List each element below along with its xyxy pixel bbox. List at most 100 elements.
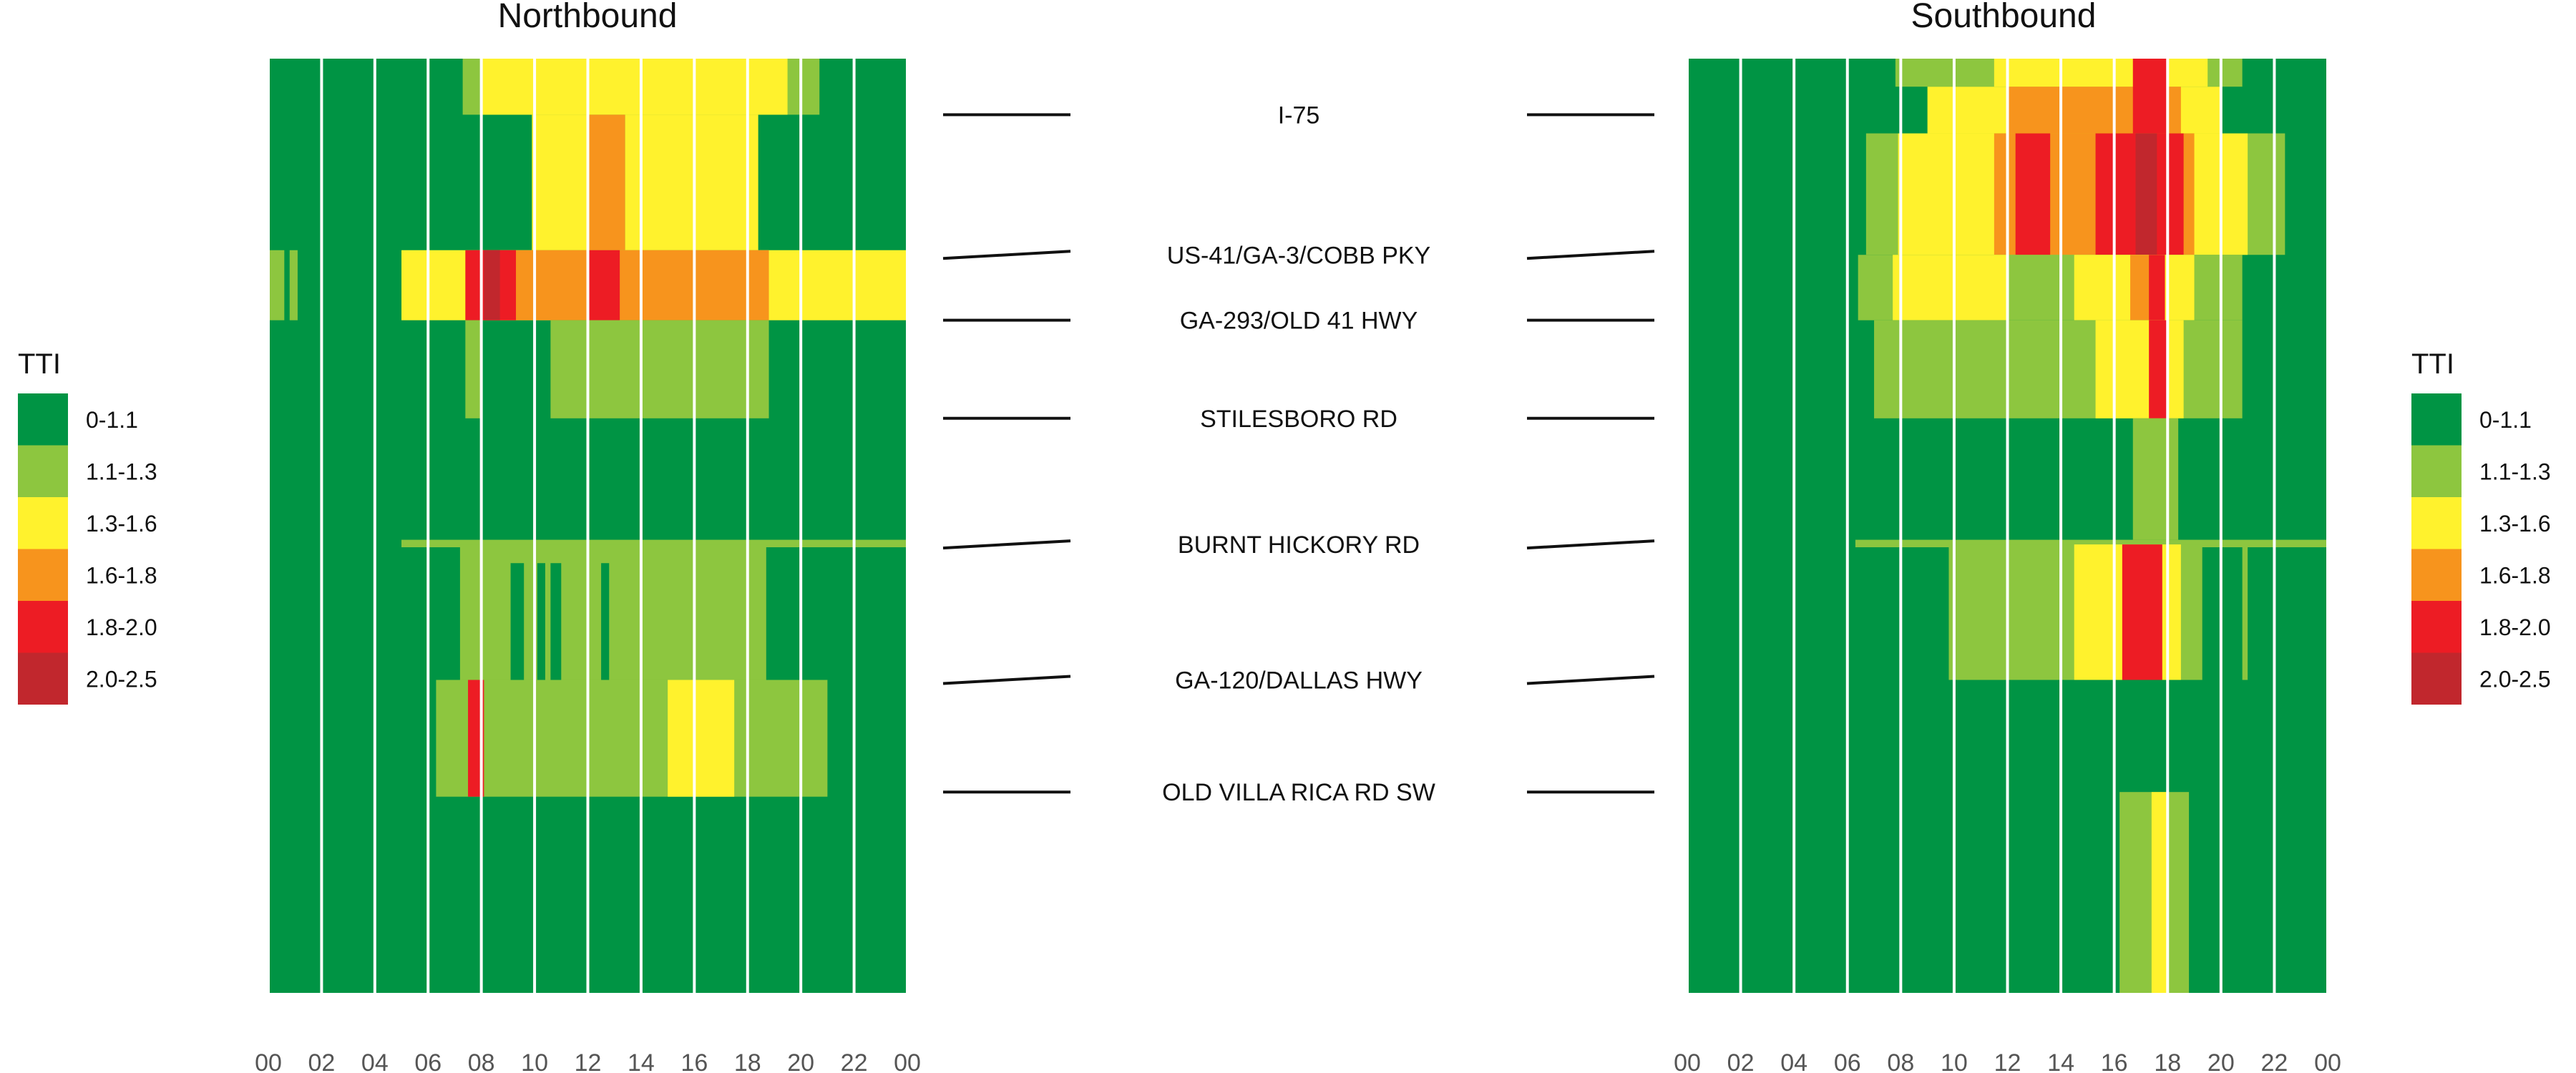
x-tick-label: 00 bbox=[255, 1049, 282, 1073]
heatmap-cell bbox=[1994, 59, 2208, 87]
legend-swatch bbox=[18, 497, 68, 549]
x-tick-label: 00 bbox=[2314, 1049, 2341, 1073]
heatmap-cell bbox=[2149, 320, 2168, 418]
x-tick-label: 20 bbox=[2207, 1049, 2235, 1073]
legend-swatch bbox=[2411, 652, 2462, 705]
heatmap-cell bbox=[510, 563, 525, 680]
x-tick-label: 06 bbox=[1834, 1049, 1861, 1073]
heatmap-cell bbox=[481, 59, 788, 115]
legend-swatch bbox=[18, 652, 68, 705]
legend-swatch bbox=[2411, 549, 2462, 601]
northbound-panel bbox=[267, 59, 909, 993]
southbound-title: Southbound bbox=[1911, 0, 2097, 35]
northbound-x-axis: 00 02 04 06 08 10 12 14 16 18 20 22 00 bbox=[255, 1049, 921, 1073]
heatmap-cell bbox=[401, 539, 907, 548]
x-tick-label: 16 bbox=[680, 1049, 708, 1073]
x-tick-label: 06 bbox=[414, 1049, 441, 1073]
legend-swatch bbox=[18, 601, 68, 653]
x-tick-label: 04 bbox=[361, 1049, 389, 1073]
heatmap-cell bbox=[668, 680, 735, 797]
x-tick-label: 22 bbox=[841, 1049, 868, 1073]
heatmap-cell bbox=[465, 320, 482, 418]
legend-swatch bbox=[2411, 393, 2462, 446]
heatmap-cell bbox=[473, 250, 769, 320]
legend-label: 1.3-1.6 bbox=[2479, 511, 2551, 536]
x-tick-label: 12 bbox=[1994, 1049, 2021, 1073]
legend-label: 1.8-2.0 bbox=[2479, 614, 2551, 640]
x-tick-label: 12 bbox=[575, 1049, 602, 1073]
heatmap-cell bbox=[2135, 133, 2157, 255]
legend-swatch bbox=[18, 393, 68, 446]
heatmap-cell bbox=[532, 114, 588, 250]
legend-label: 2.0-2.5 bbox=[2479, 667, 2551, 692]
legend-label: 1.6-1.8 bbox=[2479, 563, 2551, 589]
heatmap-cell bbox=[484, 250, 500, 320]
legend-label: 1.8-2.0 bbox=[86, 614, 157, 640]
x-tick-label: 08 bbox=[1887, 1049, 1914, 1073]
legend-swatch bbox=[2411, 497, 2462, 549]
landmark-label: GA-293/OLD 41 HWY bbox=[1180, 308, 1418, 335]
heatmap-cell bbox=[2122, 544, 2162, 680]
heatmap-cell bbox=[537, 563, 545, 680]
x-tick-label: 08 bbox=[468, 1049, 495, 1073]
x-tick-label: 00 bbox=[1674, 1049, 1701, 1073]
legend-label: 1.3-1.6 bbox=[86, 511, 157, 536]
southbound-panel bbox=[1686, 59, 2329, 993]
x-tick-label: 18 bbox=[734, 1049, 761, 1073]
legend-label: 1.1-1.3 bbox=[86, 459, 157, 485]
heatmap-cell bbox=[1855, 539, 2328, 548]
heatmap-cell bbox=[625, 114, 758, 250]
x-tick-label: 20 bbox=[787, 1049, 814, 1073]
x-tick-label: 14 bbox=[2047, 1049, 2074, 1073]
legend-title: TTI bbox=[2411, 348, 2454, 380]
landmark-leader-right bbox=[1526, 539, 1655, 550]
x-tick-label: 10 bbox=[1941, 1049, 1968, 1073]
heatmap-cell bbox=[289, 250, 298, 320]
heatmap-cell bbox=[587, 250, 620, 320]
heatmap-cell bbox=[268, 250, 285, 320]
landmark-label: OLD VILLA RICA RD SW bbox=[1162, 779, 1435, 806]
landmark-leader-left bbox=[942, 539, 1071, 550]
legend-label: 1.1-1.3 bbox=[2479, 459, 2551, 485]
heatmap-cell bbox=[1893, 255, 2008, 320]
northbound-title: Northbound bbox=[498, 0, 678, 35]
landmark-label: GA-120/DALLAS HWY bbox=[1175, 667, 1423, 694]
landmark-label: US-41/GA-3/COBB PKY bbox=[1167, 242, 1430, 269]
heatmap-cell bbox=[2242, 544, 2248, 680]
legend-swatch bbox=[2411, 601, 2462, 653]
landmark-leader-right bbox=[1526, 675, 1655, 685]
x-tick-label: 16 bbox=[2101, 1049, 2128, 1073]
landmark-labels: I-75 US-41/GA-3/COBB PKY GA-293/OLD 41 HWY… bbox=[942, 102, 1655, 806]
legend-title: TTI bbox=[18, 348, 61, 380]
heatmap-cell bbox=[2132, 59, 2168, 134]
landmark-leader-right bbox=[1526, 250, 1655, 260]
legend-left: TTI 0-1.1 1.1-1.3 1.3-1.6 1.6-1.8 1.8-2.0 2.0-… bbox=[18, 348, 157, 705]
legend-label: 1.6-1.8 bbox=[86, 563, 157, 589]
x-tick-label: 18 bbox=[2154, 1049, 2181, 1073]
x-tick-label: 00 bbox=[894, 1049, 921, 1073]
heatmap-cell bbox=[2151, 792, 2168, 993]
legend-label: 0-1.1 bbox=[2479, 407, 2532, 433]
legend-swatch bbox=[18, 549, 68, 601]
heatmap-cell bbox=[436, 680, 828, 797]
legend-swatch bbox=[18, 445, 68, 497]
heatmap-cell bbox=[601, 563, 610, 680]
heatmap-cell bbox=[587, 114, 625, 250]
southbound-x-axis: 00 02 04 06 08 10 12 14 16 18 20 22 00 bbox=[1674, 1049, 2341, 1073]
heatmap-cell bbox=[2015, 133, 2051, 255]
x-tick-label: 22 bbox=[2261, 1049, 2288, 1073]
heatmap-cell bbox=[2149, 255, 2165, 320]
landmark-label: I-75 bbox=[1278, 102, 1320, 129]
heatmap-cell bbox=[550, 563, 562, 680]
legend-right: TTI 0-1.1 1.1-1.3 1.3-1.6 1.6-1.8 1.8-2.0 2.0-… bbox=[2411, 348, 2551, 705]
legend-label: 2.0-2.5 bbox=[86, 667, 157, 692]
landmark-label: STILESBORO RD bbox=[1200, 406, 1397, 433]
legend-label: 0-1.1 bbox=[86, 407, 138, 433]
landmark-leader-left bbox=[942, 675, 1071, 685]
heatmap-cell bbox=[550, 320, 769, 418]
x-tick-label: 04 bbox=[1780, 1049, 1807, 1073]
landmark-label: BURNT HICKORY RD bbox=[1178, 531, 1420, 559]
heatmap-cell bbox=[459, 544, 766, 680]
x-tick-label: 14 bbox=[628, 1049, 655, 1073]
